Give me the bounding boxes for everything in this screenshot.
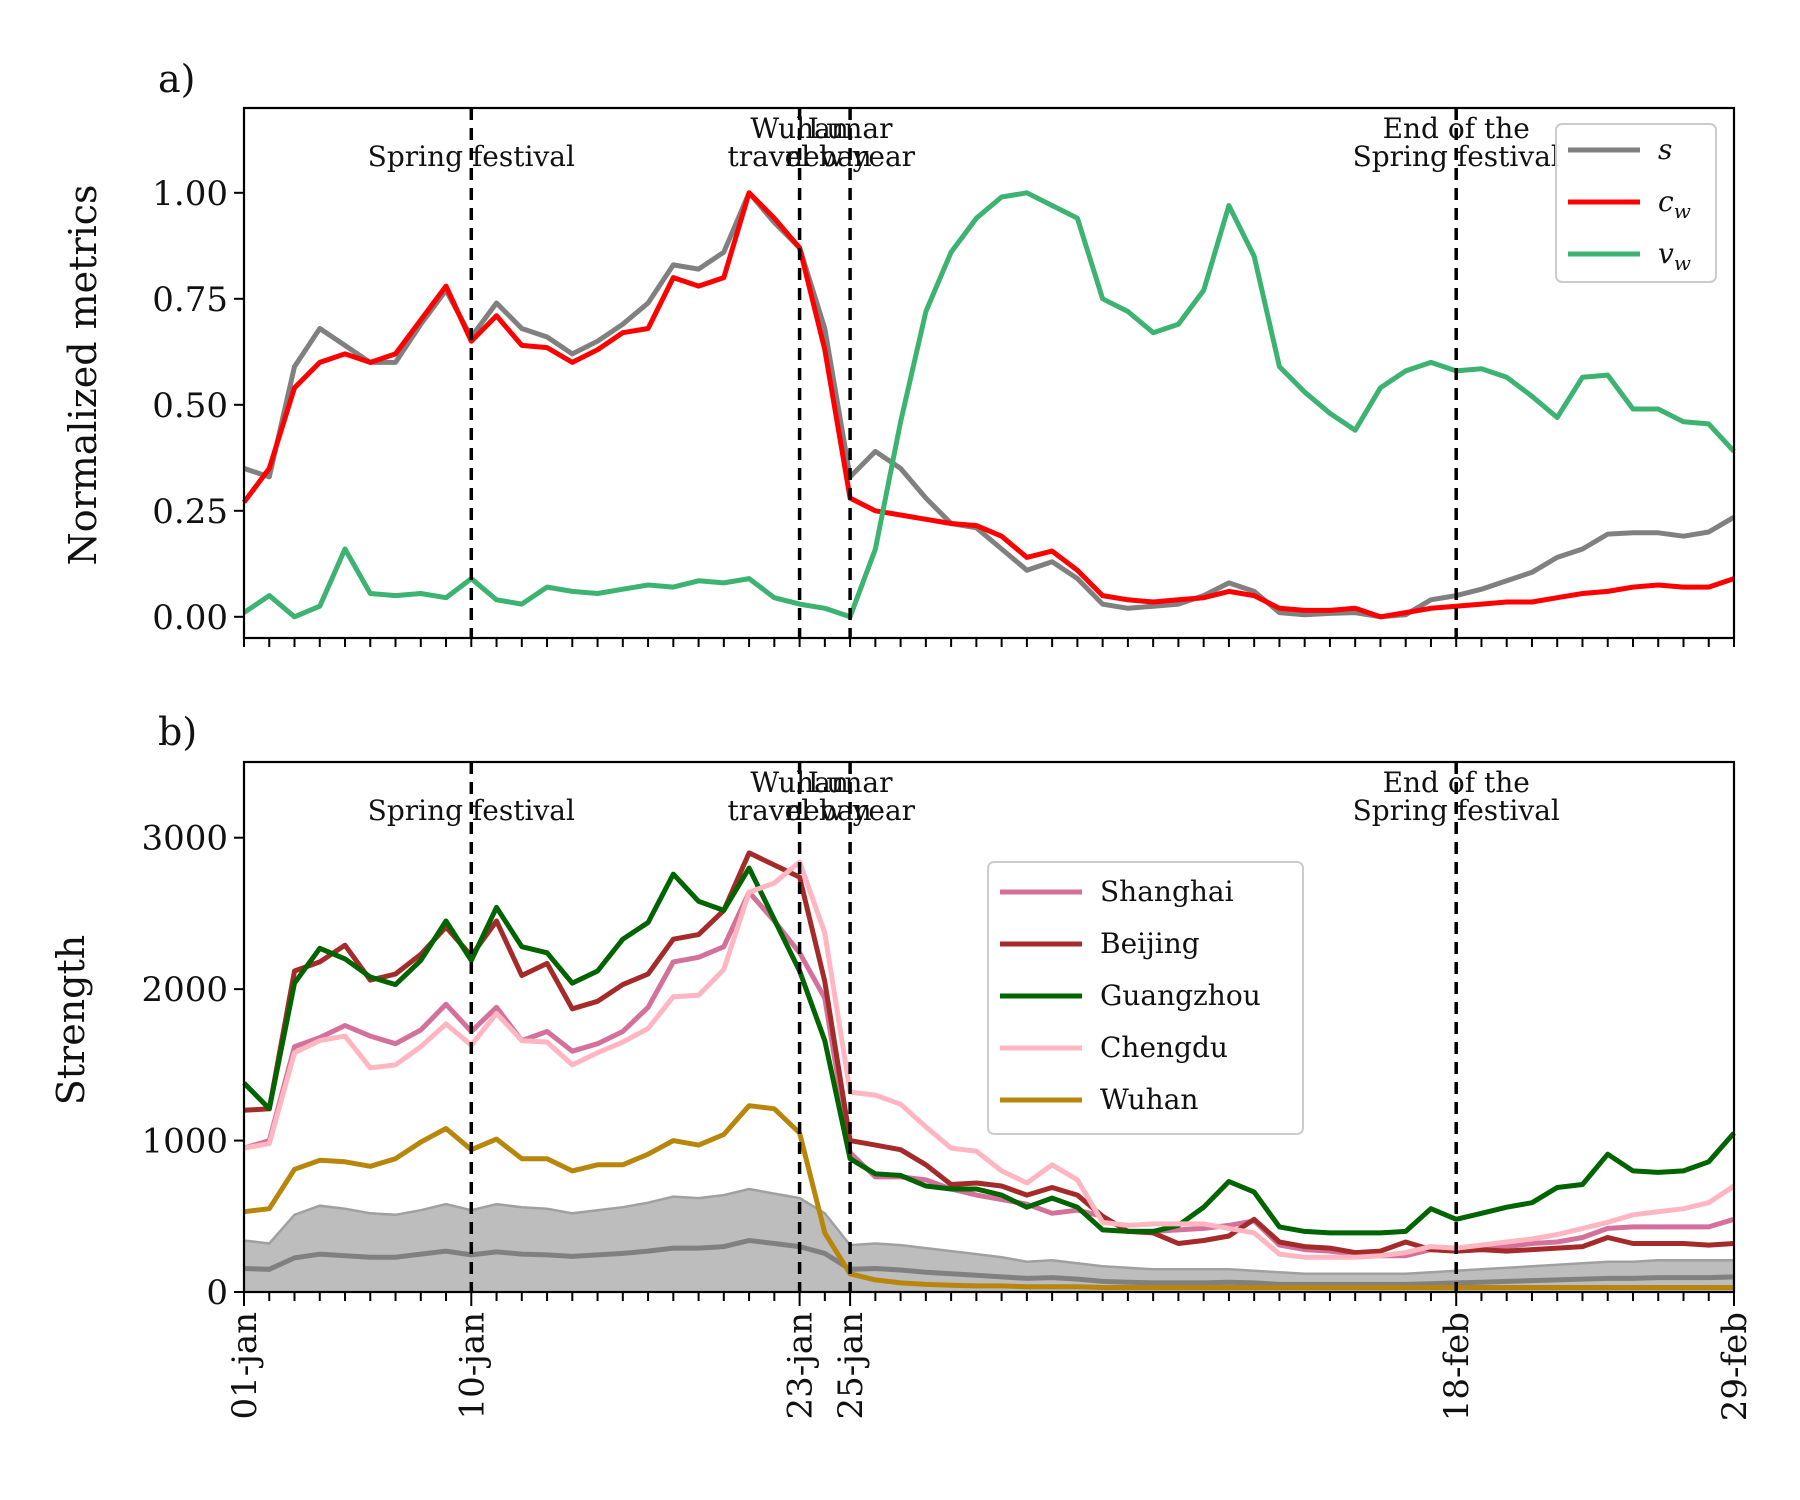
event-label-2-1: new year	[785, 140, 916, 173]
legend-label-shanghai: Shanghai	[1100, 875, 1234, 908]
panel-b-frame	[242, 760, 1736, 1294]
y-tick-label: 1.00	[152, 174, 228, 214]
legend: Shanghai Beijing Guangzhou Chengdu Wuhan	[987, 861, 1304, 1135]
y-tick-label: 0.75	[152, 280, 228, 320]
series-line-chengdu	[243, 859, 1736, 1260]
x-tick-label: 10-jan	[452, 1312, 492, 1419]
panel-b-y-axis-label: Strength	[49, 935, 93, 1106]
y-tick-label: 1000	[141, 1122, 228, 1162]
y-tick-label: 0.25	[152, 492, 228, 532]
legend: s cw vw	[1555, 123, 1717, 283]
series-line-beijing	[243, 850, 1735, 1256]
event-label-2-1: new year	[785, 794, 916, 827]
y-tick-label: 0	[206, 1273, 228, 1313]
x-tick-label: 29-feb	[1715, 1312, 1755, 1421]
event-label-0-0: Spring festival	[368, 794, 575, 827]
series-line-s	[243, 190, 1736, 620]
event-label-3-1: Spring festival	[1353, 794, 1560, 827]
panel-a-label: a)	[158, 57, 195, 101]
legend-label-s: s	[1658, 133, 1672, 166]
y-tick-label: 2000	[141, 970, 228, 1010]
x-tick-label: 25-jan	[831, 1312, 871, 1419]
panel-a: a) Normalized metrics Spring festival Wuh…	[61, 57, 1736, 647]
legend-label-v-w: vw	[1658, 237, 1691, 275]
x-tick-label: 01-jan	[225, 1312, 265, 1419]
legend-label-beijing: Beijing	[1100, 927, 1200, 960]
y-tick-label: 3000	[141, 819, 228, 859]
series-line-c-w	[241, 190, 1735, 620]
event-label-1-0: Wuhan	[750, 112, 848, 145]
event-label-3-1: Spring festival	[1353, 140, 1560, 173]
band-upper-edge	[243, 1187, 1734, 1276]
series-line-wuhan	[243, 1103, 1734, 1290]
event-label-2-0: Lunar	[808, 112, 893, 145]
panel-b-label: b)	[158, 710, 197, 754]
panel-a-frame	[242, 106, 1736, 640]
legend-label-c-w: cw	[1658, 185, 1691, 223]
event-label-1-0: Wuhan	[750, 766, 848, 799]
event-label-1-1: travel ban	[727, 140, 871, 173]
band-area	[244, 1189, 1734, 1292]
event-label-2-0: Lunar	[808, 766, 893, 799]
event-label-3-0: End of the	[1383, 766, 1530, 799]
series-line-guangzhou	[242, 865, 1736, 1236]
event-label-3-0: End of the	[1383, 112, 1530, 145]
x-tick-label: 23-jan	[781, 1312, 821, 1419]
y-tick-label: 0.50	[152, 386, 228, 426]
event-label-1-1: travel ban	[727, 794, 871, 827]
panel-a-y-axis-label: Normalized metrics	[61, 184, 105, 565]
legend-box	[987, 861, 1304, 1135]
x-tick-label: 18-feb	[1437, 1312, 1477, 1421]
y-tick-label: 0.00	[152, 598, 228, 638]
legend-label-guangzhou: Guangzhou	[1100, 979, 1261, 1012]
legend-label-chengdu: Chengdu	[1100, 1031, 1228, 1064]
legend-label-wuhan: Wuhan	[1100, 1083, 1198, 1116]
band-mean-line	[243, 1237, 1735, 1287]
event-label-0-0: Spring festival	[368, 140, 575, 173]
series-line-v-w	[242, 190, 1736, 620]
